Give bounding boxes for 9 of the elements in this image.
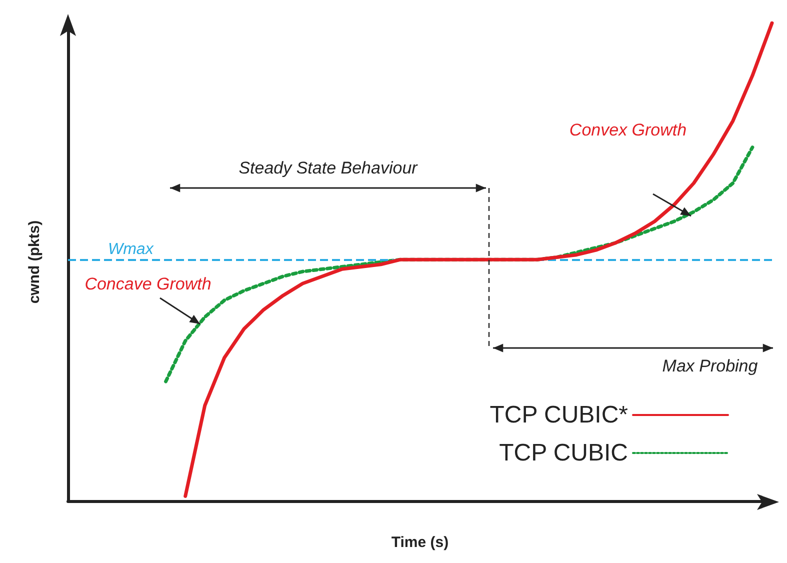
legend-label: TCP CUBIC [499,440,628,466]
annotation: Max Probing [662,356,758,376]
annotation: Convex Growth [569,120,687,140]
x-axis-title: Time (s) [391,534,449,551]
ref-line-label: Wmax [108,241,154,258]
annotation: Concave Growth [84,274,212,294]
y-axis-title: cwnd (pkts) [26,220,43,304]
legend-label: TCP CUBIC* [490,402,628,428]
annotation: Steady State Behaviour [238,158,419,178]
